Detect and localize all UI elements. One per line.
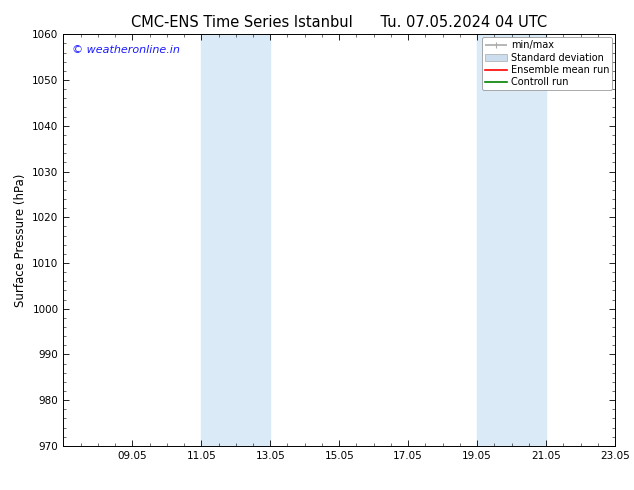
Title: CMC-ENS Time Series Istanbul      Tu. 07.05.2024 04 UTC: CMC-ENS Time Series Istanbul Tu. 07.05.2… <box>131 15 547 30</box>
Bar <box>477 34 546 446</box>
Legend: min/max, Standard deviation, Ensemble mean run, Controll run: min/max, Standard deviation, Ensemble me… <box>482 37 612 90</box>
Bar <box>202 34 270 446</box>
Y-axis label: Surface Pressure (hPa): Surface Pressure (hPa) <box>14 173 27 307</box>
Text: © weatheronline.in: © weatheronline.in <box>72 45 179 54</box>
